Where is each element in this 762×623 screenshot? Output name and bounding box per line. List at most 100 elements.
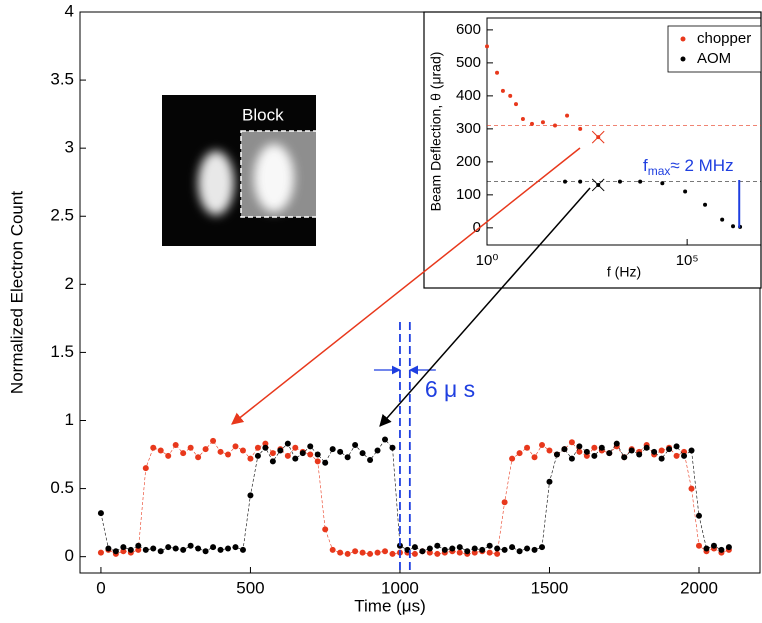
data-point [434,542,441,549]
data-point [553,451,560,458]
legend-label: chopper [697,30,751,47]
y-tick-label: 300 [456,120,481,137]
data-point [509,544,516,551]
data-point [225,451,232,458]
legend-marker [680,56,686,62]
beam-image: Block [162,95,341,246]
highlight-cross [591,178,605,192]
data-point [568,439,575,446]
data-point [617,179,622,184]
x-tick-label: 10⁰ [476,252,499,269]
data-point [546,447,553,454]
data-point [479,546,486,553]
data-point [337,549,344,556]
data-point [486,542,493,549]
x-tick-label: 10⁵ [676,252,699,269]
highlight-cross [591,130,605,144]
data-point [464,548,471,555]
data-point [718,546,725,553]
data-point [643,444,650,451]
y-tick-label: 1 [65,410,74,429]
data-point [292,455,299,462]
x-tick-label: 0 [96,578,105,597]
data-point [232,443,239,450]
x-tick-label: 1000 [381,578,419,597]
data-point [568,455,575,462]
data-point [389,444,396,451]
y-tick-label: 4 [65,1,74,20]
x-tick-label: 500 [236,578,264,597]
x-axis-label: Time (μs) [354,596,426,615]
x-tick-label: 1500 [531,578,569,597]
data-point [180,450,187,457]
data-point [247,455,254,462]
y-tick-label: 100 [456,186,481,203]
x-axis-label: f (Hz) [607,264,641,280]
data-point [352,442,359,449]
data-point [239,546,246,553]
axes-frame [79,11,761,574]
data-point [561,446,568,453]
data-point [658,447,665,454]
data-point [254,444,261,451]
data-point [217,448,224,455]
series-line [100,439,730,552]
data-point [419,548,426,555]
data-point [157,447,164,454]
legend-marker [680,36,686,42]
data-point [703,202,708,207]
y-axis-label: Beam Deflection, θ (μrad) [428,52,444,212]
data-point [658,455,665,462]
y-tick-label: 400 [456,87,481,104]
data-point [471,545,478,552]
data-point [531,454,538,461]
data-point [651,448,658,455]
data-point [456,549,463,556]
data-point [292,444,299,451]
data-point [456,544,463,551]
data-point [307,451,314,458]
data-point [710,542,717,549]
data-point [606,450,613,457]
data-point [262,444,269,451]
fmax-subscript: max [648,164,671,178]
data-point [165,452,172,459]
data-point [725,544,732,551]
data-point [666,446,673,453]
data-point [329,446,336,453]
data-point [426,545,433,552]
legend-box [667,25,762,73]
data-point [563,179,568,184]
data-point [382,548,389,555]
data-point [565,113,570,118]
axes-frame [486,17,762,246]
data-point [225,545,232,552]
data-point [187,542,194,549]
data-point [127,546,134,553]
data-point [195,454,202,461]
data-point [598,444,605,451]
data-point [540,120,545,125]
data-point [142,546,149,553]
data-point [120,544,127,551]
data-point [524,444,531,451]
data-point [636,451,643,458]
data-point [673,452,680,459]
data-point [232,544,239,551]
data-point [180,546,187,553]
data-point [329,546,336,553]
data-point [449,545,456,552]
data-point [210,544,217,551]
data-point [529,121,534,126]
y-tick-label: 1.5 [50,342,74,361]
data-point [695,512,702,519]
data-point [172,545,179,552]
data-point [165,544,172,551]
data-point [142,465,149,472]
data-point [322,526,329,533]
data-point [389,550,396,557]
data-point [495,70,500,75]
data-point [720,217,725,222]
legend-label: AOM [697,50,731,67]
